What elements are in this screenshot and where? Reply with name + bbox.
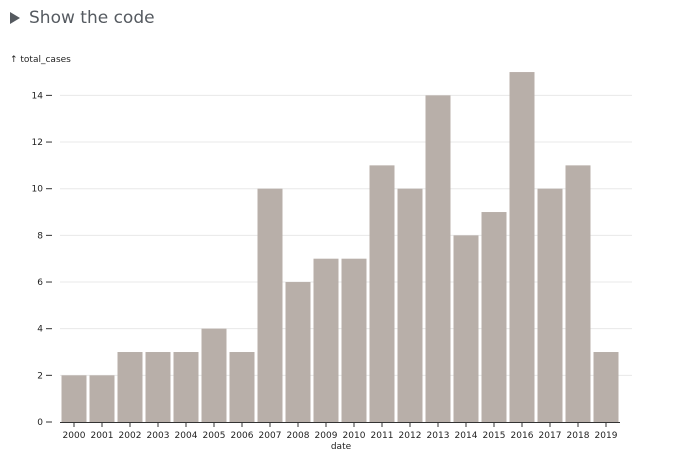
- bar-2016: [509, 72, 535, 423]
- x-tick-label: 2007: [259, 431, 282, 441]
- bar-2001: [89, 375, 115, 422]
- y-tick-label: 10: [32, 185, 44, 195]
- x-tick-label: 2005: [203, 431, 226, 441]
- bars: [61, 72, 619, 423]
- bar-2002: [117, 352, 143, 422]
- x-tick-label: 2000: [63, 431, 86, 441]
- y-tick-label: 12: [32, 138, 43, 148]
- x-tick-label: 2006: [231, 431, 254, 441]
- x-tick-label: 2010: [343, 431, 366, 441]
- x-tick-label: 2012: [399, 431, 422, 441]
- y-tick-label: 8: [37, 231, 43, 241]
- bar-2018: [565, 165, 591, 422]
- y-tick-label: 0: [37, 418, 43, 428]
- x-axis-title: date: [331, 442, 352, 452]
- bar-2010: [341, 258, 367, 422]
- show-code-label: Show the code: [29, 8, 155, 28]
- x-tick-label: 2019: [595, 431, 618, 441]
- bar-2006: [229, 352, 255, 422]
- x-axis: 2000 2001 2002 2003 2004 2005 2006 2007 2008 2009…: [60, 422, 620, 441]
- x-tick-label: 2013: [427, 431, 450, 441]
- x-tick-label: 2002: [119, 431, 142, 441]
- bar-2003: [145, 352, 171, 422]
- bar-2011: [369, 165, 395, 422]
- x-tick-label: 2016: [511, 431, 534, 441]
- x-tick-label: 2008: [287, 431, 310, 441]
- bar-2000: [61, 375, 87, 422]
- bar-2004: [173, 352, 199, 422]
- x-tick-label: 2001: [91, 431, 114, 441]
- show-code-toggle[interactable]: Show the code: [10, 8, 155, 28]
- disclosure-triangle-icon: [10, 12, 20, 24]
- x-tick-label: 2004: [175, 431, 198, 441]
- bar-2014: [453, 235, 479, 422]
- y-axis-title: ↑ total_cases: [10, 55, 71, 65]
- x-tick-label: 2011: [371, 431, 394, 441]
- x-tick-label: 2015: [483, 431, 506, 441]
- y-axis: 0 2 4 6 8 10 12 14: [32, 91, 52, 428]
- bar-2019: [593, 352, 619, 422]
- y-tick-label: 14: [32, 91, 44, 101]
- y-tick-label: 4: [37, 325, 43, 335]
- x-tick-label: 2018: [567, 431, 590, 441]
- bar-2013: [425, 95, 451, 422]
- bar-2009: [313, 258, 339, 422]
- y-tick-label: 2: [37, 371, 43, 381]
- x-tick-label: 2017: [539, 431, 562, 441]
- bar-2017: [537, 188, 563, 422]
- y-tick-label: 6: [37, 278, 43, 288]
- bar-2007: [257, 188, 283, 422]
- bar-2008: [285, 282, 311, 422]
- bar-2015: [481, 212, 507, 422]
- x-tick-label: 2014: [455, 431, 478, 441]
- bar-2005: [201, 328, 227, 422]
- bar-2012: [397, 188, 423, 422]
- x-tick-label: 2009: [315, 431, 338, 441]
- x-tick-label: 2003: [147, 431, 170, 441]
